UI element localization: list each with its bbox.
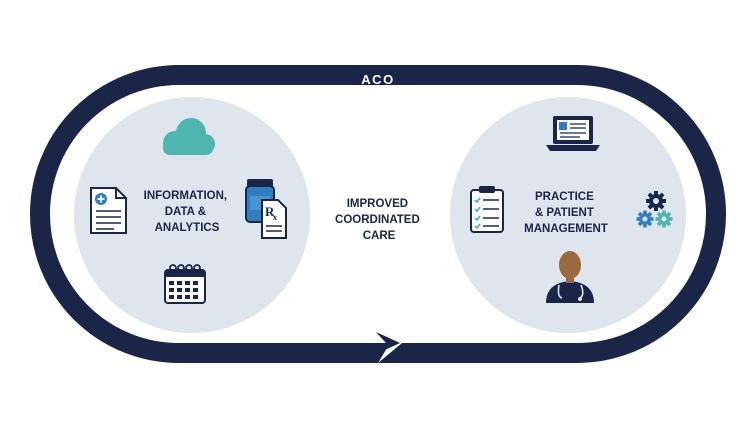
loop-arrow-icon	[378, 333, 402, 363]
left-line-3: ANALYTICS	[155, 222, 220, 234]
aco-label: ACO	[361, 72, 394, 87]
doctor-icon	[546, 251, 594, 303]
cloud-icon	[163, 118, 215, 155]
laptop-icon	[546, 116, 600, 151]
center-line-1: IMPROVED	[347, 198, 408, 210]
clipboard-checklist-icon	[470, 186, 504, 233]
center-line-3: CARE	[363, 230, 396, 242]
gears-icon	[636, 191, 673, 228]
center-label: IMPROVED COORDINATED CARE	[335, 198, 423, 242]
left-line-1: INFORMATION,	[144, 190, 227, 202]
svg-text:x: x	[273, 213, 277, 222]
calendar-icon	[164, 264, 206, 304]
left-circle	[74, 97, 310, 333]
left-circle-label: INFORMATION, DATA & ANALYTICS	[144, 190, 231, 234]
center-line-2: COORDINATED	[335, 214, 420, 226]
medical-document-icon	[90, 187, 127, 234]
right-line-2: & PATIENT	[535, 207, 594, 219]
loop-arrow-head	[376, 332, 400, 354]
right-line-3: MANAGEMENT	[524, 223, 608, 235]
right-line-1: PRACTICE	[535, 191, 594, 203]
right-circle-label: PRACTICE & PATIENT MANAGEMENT	[524, 191, 608, 235]
prescription-bottle-icon: R x	[245, 179, 287, 239]
left-line-2: DATA &	[165, 206, 206, 218]
svg-text:R: R	[265, 204, 275, 219]
right-circle	[450, 97, 686, 333]
